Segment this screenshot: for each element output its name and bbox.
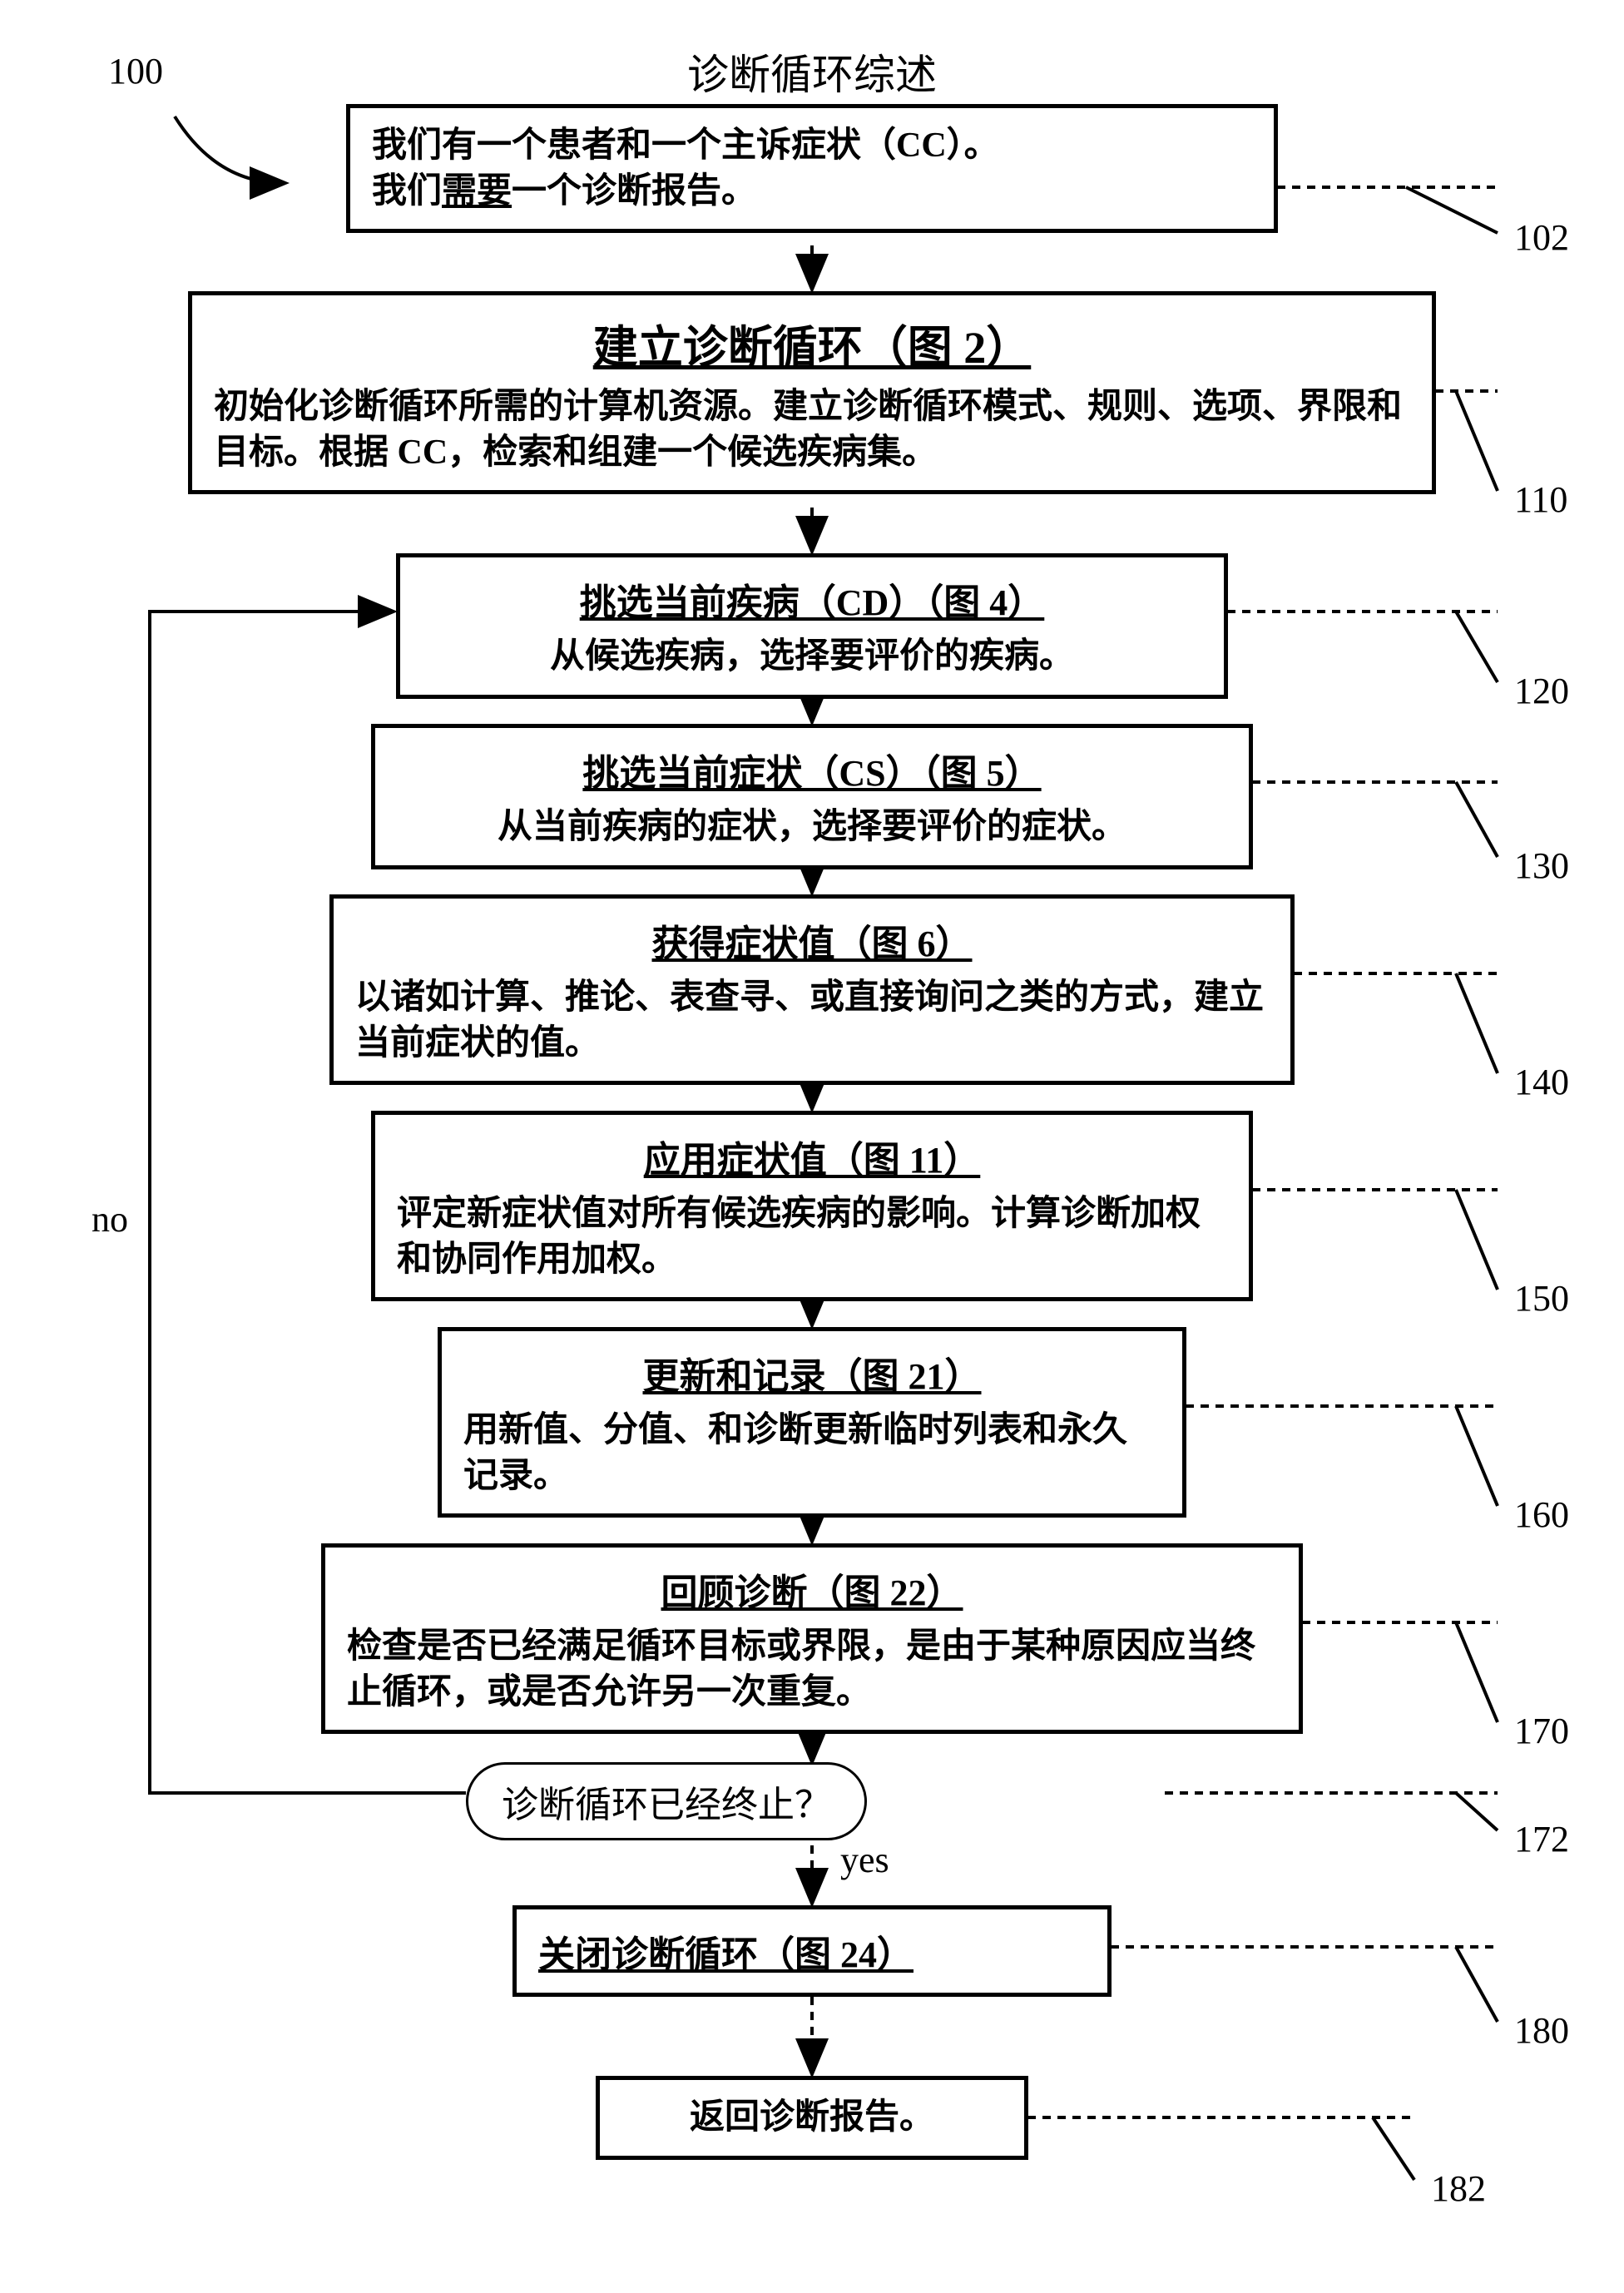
node-establish-loop: 建立诊断循环（图 2） 初始化诊断循环所需的计算机资源。建立诊断循环模式、规则、…: [188, 291, 1436, 494]
ref-102: 102: [1514, 216, 1569, 259]
node-130-head: 挑选当前症状（CS）（图 5）: [397, 743, 1227, 796]
node-182-text: 返回诊断报告。: [621, 2095, 1003, 2141]
label-yes: yes: [840, 1839, 889, 1881]
node-update-record: 更新和记录（图 21） 用新值、分值、和诊断更新临时列表和永久记录。: [438, 1327, 1186, 1518]
decision-text: 诊断循环已经终止？: [502, 1785, 831, 1825]
node-170-body: 检查是否已经满足循环目标或界限，是由于某种原因应当终止循环，或是否允许另一次重复…: [347, 1624, 1277, 1715]
node-130-body: 从当前疾病的症状，选择要评价的症状。: [397, 805, 1227, 850]
node-120-body: 从候选疾病，选择要评价的疾病。: [422, 634, 1202, 680]
ref-120: 120: [1514, 670, 1569, 712]
ref-160: 160: [1514, 1493, 1569, 1536]
ref-170: 170: [1514, 1710, 1569, 1752]
ref-140: 140: [1514, 1061, 1569, 1103]
node-170-head: 回顾诊断（图 22）: [347, 1563, 1277, 1616]
label-no: no: [92, 1198, 128, 1241]
ref-150: 150: [1514, 1277, 1569, 1320]
flowchart-canvas: 诊断循环综述 100: [0, 0, 1624, 2293]
node-pick-cd: 挑选当前疾病（CD）（图 4） 从候选疾病，选择要评价的疾病。: [396, 553, 1228, 699]
node-pick-cs: 挑选当前症状（CS）（图 5） 从当前疾病的症状，选择要评价的症状。: [371, 724, 1253, 869]
ref-110: 110: [1514, 478, 1567, 521]
node-140-head: 获得症状值（图 6）: [355, 914, 1269, 967]
ref-172: 172: [1514, 1818, 1569, 1860]
ref-182: 182: [1431, 2167, 1486, 2210]
node-start: 我们有一个患者和一个主诉症状（CC）。 我们需要一个诊断报告。: [346, 104, 1278, 233]
node-120-head: 挑选当前疾病（CD）（图 4）: [422, 572, 1202, 626]
ref-130: 130: [1514, 844, 1569, 887]
node-apply-value: 应用症状值（图 11） 评定新症状值对所有候选疾病的影响。计算诊断加权和协同作用…: [371, 1111, 1253, 1301]
node-close-loop: 关闭诊断循环（图 24）: [512, 1905, 1112, 1997]
node-150-body: 评定新症状值对所有候选疾病的影响。计算诊断加权和协同作用加权。: [397, 1191, 1227, 1282]
node-110-body: 初始化诊断循环所需的计算机资源。建立诊断循环模式、规则、选项、界限和目标。根据 …: [214, 384, 1410, 475]
figure-title: 诊断循环综述: [687, 42, 937, 102]
ref-100: 100: [108, 50, 163, 92]
node-160-body: 用新值、分值、和诊断更新临时列表和永久记录。: [463, 1408, 1161, 1498]
node-110-head: 建立诊断循环（图 2）: [214, 310, 1410, 376]
node-180-head: 关闭诊断循环（图 24）: [538, 1924, 1086, 1978]
node-get-value: 获得症状值（图 6） 以诸如计算、推论、表查寻、或直接询问之类的方式，建立当前症…: [329, 894, 1295, 1085]
node-start-line2: 我们需要一个诊断报告。: [372, 169, 1252, 215]
decision-terminated: 诊断循环已经终止？: [466, 1762, 867, 1840]
node-160-head: 更新和记录（图 21）: [463, 1346, 1161, 1399]
node-150-head: 应用症状值（图 11）: [397, 1130, 1227, 1183]
ref-180: 180: [1514, 2009, 1569, 2052]
node-140-body: 以诸如计算、推论、表查寻、或直接询问之类的方式，建立当前症状的值。: [355, 975, 1269, 1066]
node-return: 返回诊断报告。: [596, 2076, 1028, 2160]
node-review: 回顾诊断（图 22） 检查是否已经满足循环目标或界限，是由于某种原因应当终止循环…: [321, 1543, 1303, 1734]
node-start-line1: 我们有一个患者和一个主诉症状（CC）。: [372, 123, 1252, 169]
